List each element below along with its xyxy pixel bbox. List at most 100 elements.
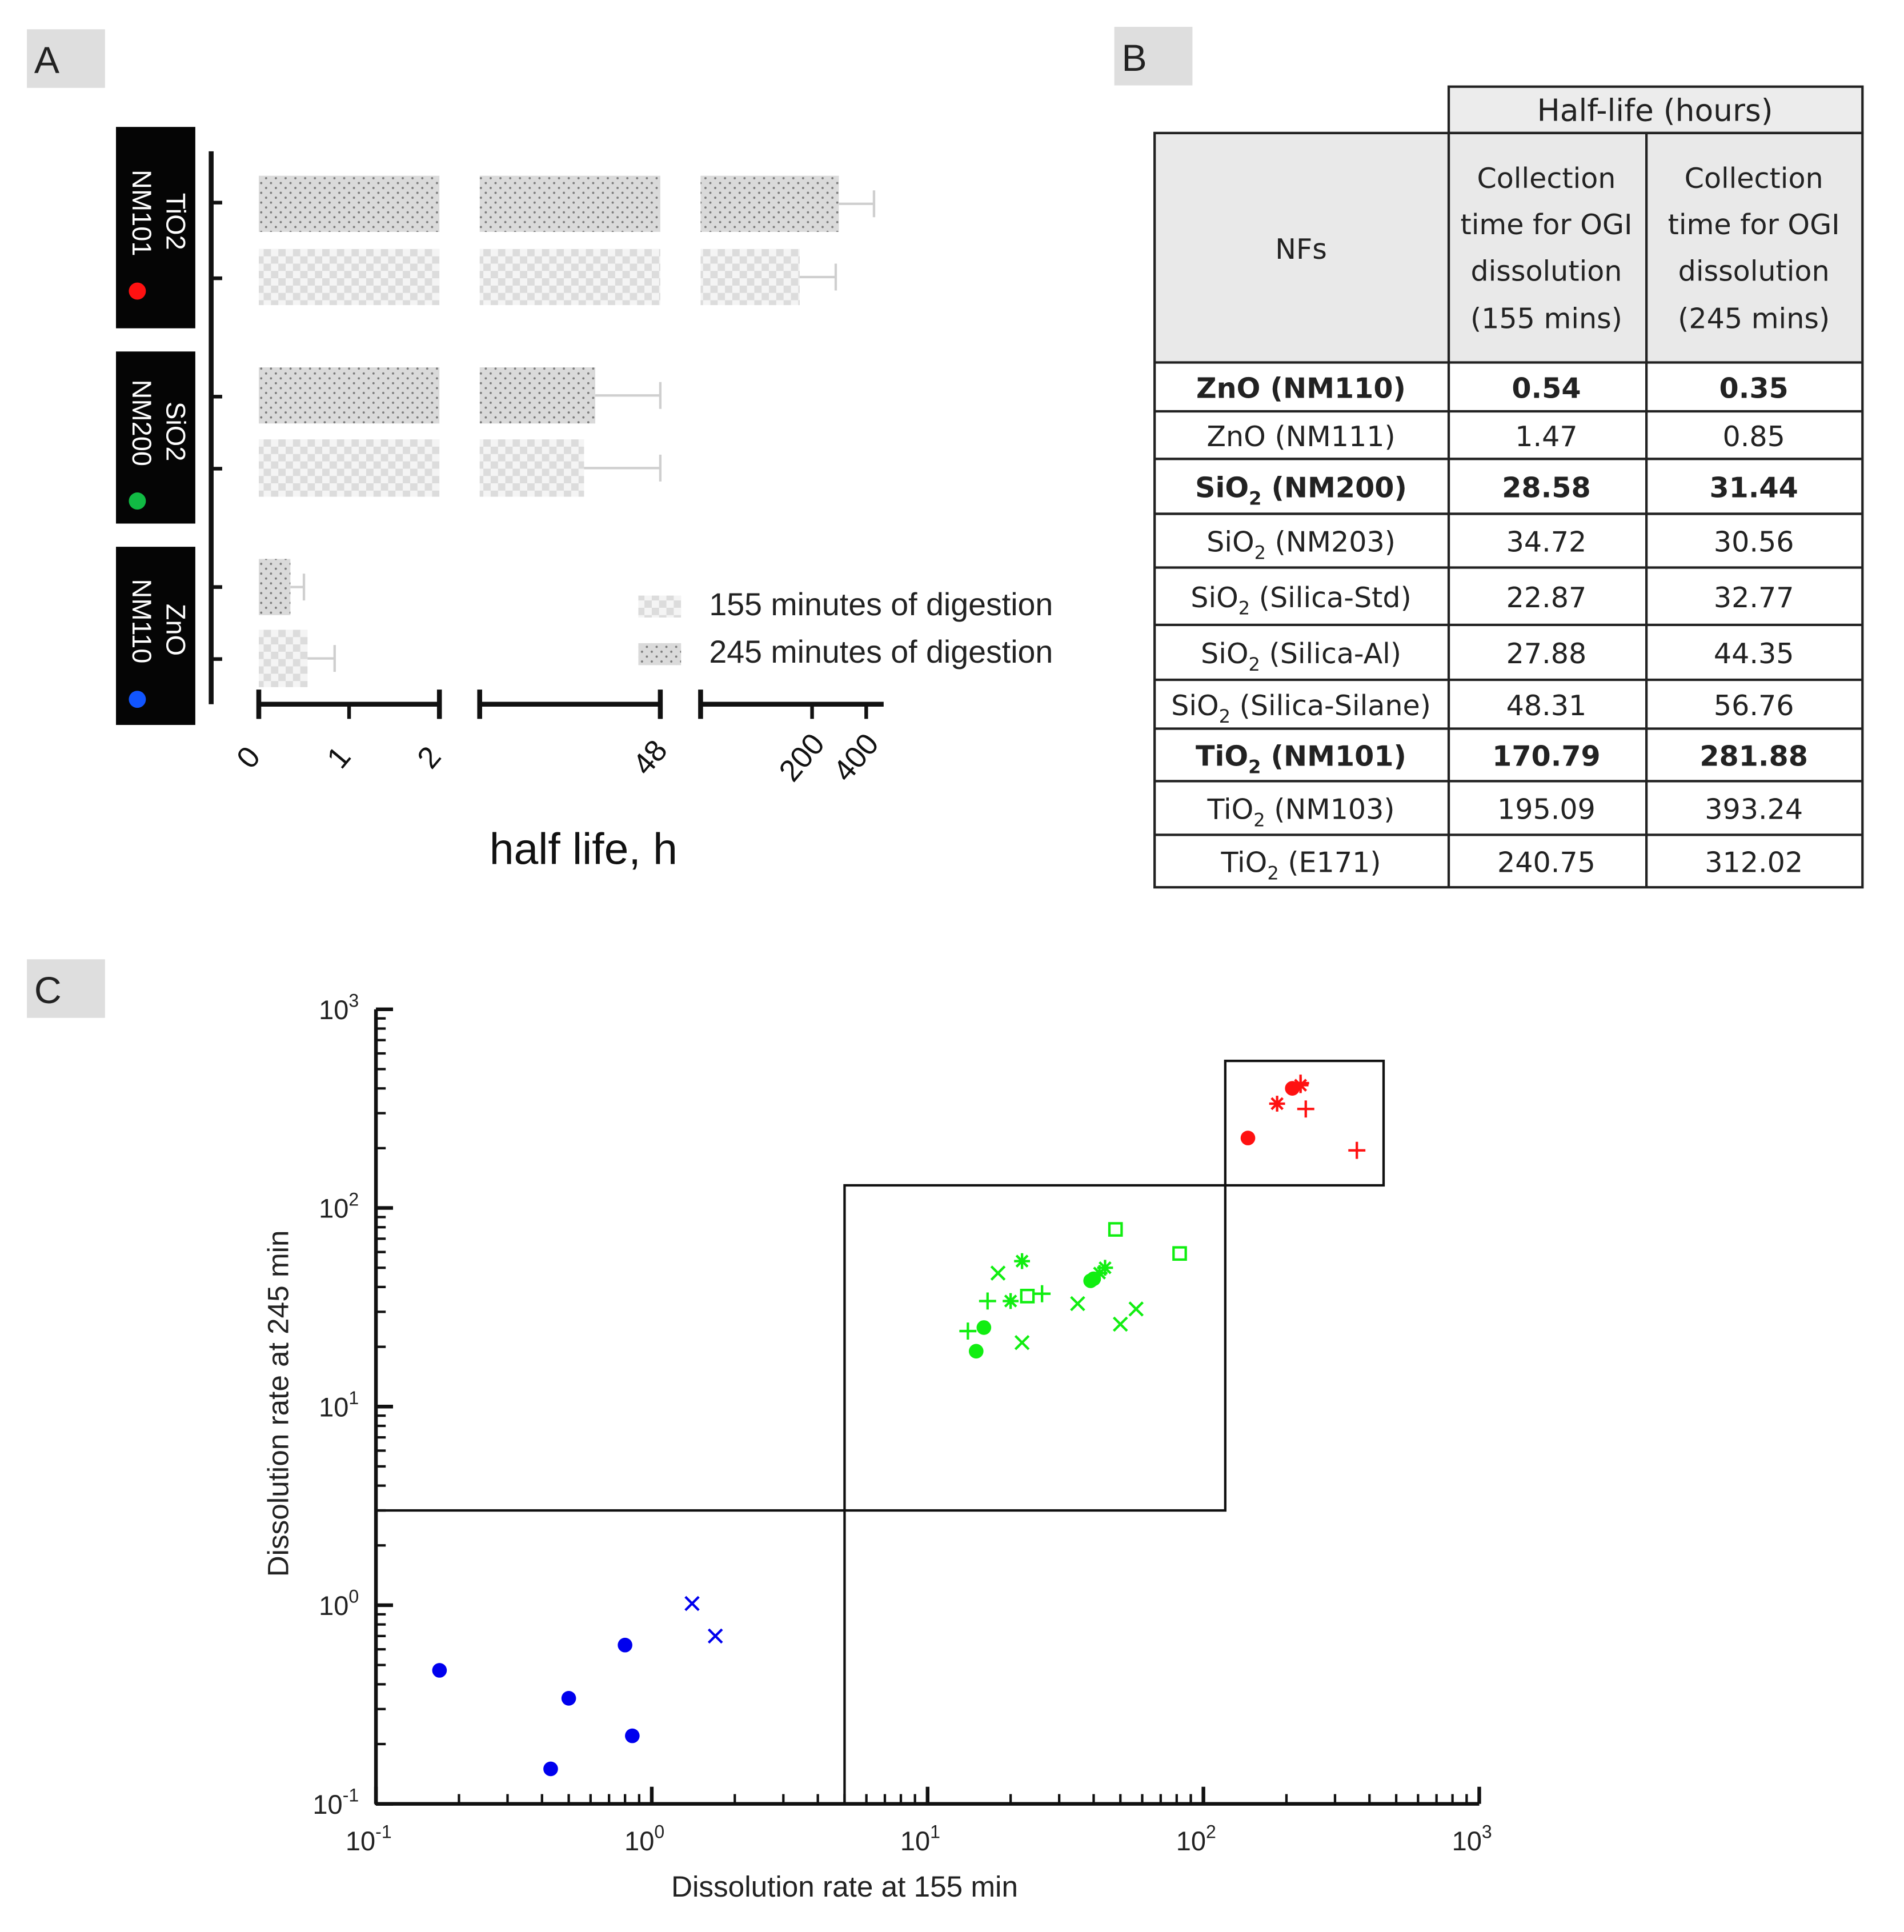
legend: 155 minutes of digestion 245 minutes of … <box>638 587 1053 670</box>
scatter-point-cross <box>707 1628 723 1644</box>
table-row: SiO2 (NM200) 28.58 31.44 <box>1195 471 1798 510</box>
table-header-col-155: Collection time for OGI dissolution (155… <box>1460 162 1632 335</box>
scatter-point-dot <box>561 1691 576 1706</box>
scatter-point-square <box>1020 1289 1035 1304</box>
x-axis-tick-label: 2 <box>411 740 447 775</box>
table-cell-155: 0.54 <box>1512 371 1581 404</box>
x-axis-tick-label: 400 <box>827 727 885 788</box>
scatter-point-plus <box>1033 1285 1051 1302</box>
table-cell-material: SiO2 (NM203) <box>1206 526 1396 564</box>
table-body: ZnO (NM110) 0.54 0.35 ZnO (NM111) 1.47 0.85 Si… <box>1171 371 1808 884</box>
tick-base: 10 <box>1176 1826 1206 1856</box>
legend-label-155: 155 minutes of digestion <box>709 587 1053 622</box>
material-subscript: 2 <box>1238 598 1250 619</box>
x-axis-tick-label: 200 <box>773 727 831 788</box>
header-155-line: Collection <box>1477 162 1616 195</box>
table-cell-155: 195.09 <box>1497 793 1596 826</box>
material-rest: (NM101) <box>1261 740 1406 773</box>
tick-exponent: -1 <box>375 1821 391 1842</box>
category-line1: ZnO <box>161 604 191 656</box>
bar-zno-245 <box>258 559 306 615</box>
tick-base: 10 <box>319 1392 348 1422</box>
bar-segment <box>700 175 839 232</box>
material-subscript: 2 <box>1267 862 1278 884</box>
table-cell-155: 28.58 <box>1502 471 1590 504</box>
table-cell-material: ZnO (NM111) <box>1206 420 1395 453</box>
scatter-point-square <box>1172 1246 1187 1261</box>
category-color-dot <box>129 492 146 510</box>
tick-exponent: 2 <box>1206 1821 1216 1842</box>
material-base: SiO <box>1201 637 1249 670</box>
tick-base: 10 <box>319 1193 348 1224</box>
header-155-line: time for OGI <box>1460 208 1632 241</box>
scatter-point-dot <box>1240 1131 1256 1145</box>
scatter-x-label: Dissolution rate at 155 min <box>671 1870 1018 1903</box>
scatter-point-cross <box>1014 1334 1030 1350</box>
scatter-point-cross <box>990 1265 1006 1281</box>
bar-segment <box>479 367 596 424</box>
bar-tio2-155 <box>258 248 837 306</box>
table-cell-material: TiO2 (NM101) <box>1196 740 1406 778</box>
material-base: SiO <box>1171 689 1219 722</box>
table-border <box>1153 131 1864 889</box>
bar-segment <box>479 439 584 497</box>
bar-segment <box>258 559 291 615</box>
table-header-row <box>1155 133 1863 363</box>
category-line2: NM110 <box>127 579 157 663</box>
table-row: TiO2 (NM101) 170.79 281.88 <box>1196 740 1808 778</box>
panel-b-label: B <box>1121 37 1147 79</box>
material-subscript: 2 <box>1249 654 1260 675</box>
material-rest: (NM111) <box>1266 420 1396 453</box>
table-cell-245: 31.44 <box>1709 471 1798 504</box>
material-base: ZnO <box>1196 371 1260 404</box>
panel-b: B Half-life (hours) NFs Collection time … <box>1114 27 1864 889</box>
table-cell-245: 0.35 <box>1719 371 1789 404</box>
bar-segment <box>258 175 440 232</box>
scatter-y-tick-label: 100 <box>319 1586 359 1621</box>
scatter-region-2 <box>843 1184 1226 1512</box>
table-cell-material: SiO2 (Silica-Al) <box>1201 637 1401 675</box>
bar-segment <box>258 248 440 306</box>
bar-tio2-245 <box>258 175 876 232</box>
scatter-point-cross <box>684 1596 700 1612</box>
table-cell-245: 312.02 <box>1705 845 1803 879</box>
table-row: SiO2 (Silica-Silane) 48.31 56.76 <box>1171 689 1794 727</box>
tick-base: 10 <box>346 1826 375 1856</box>
scatter-point-star <box>1292 1077 1309 1093</box>
scatter-x-tick-label: 101 <box>900 1821 940 1855</box>
table-cell-material: SiO2 (Silica-Silane) <box>1171 689 1431 727</box>
material-rest: (Silica-Silane) <box>1230 689 1431 722</box>
legend-swatch-155 <box>638 595 682 618</box>
table-cell-material: ZnO (NM110) <box>1196 371 1406 404</box>
scatter-point-dot <box>968 1344 984 1359</box>
panel-a-label: A <box>34 39 60 82</box>
tick-exponent: 3 <box>348 991 359 1011</box>
tick-exponent: 1 <box>930 1821 940 1842</box>
material-rest: (E171) <box>1279 845 1381 879</box>
table-cell-155: 48.31 <box>1506 689 1587 722</box>
scatter-series-green-square <box>1020 1222 1187 1304</box>
scatter-series-blue-cross <box>684 1596 723 1644</box>
scatter-series-red-star <box>1269 1077 1309 1112</box>
scatter-y-tick-label: 10-1 <box>312 1785 359 1819</box>
category-box <box>116 127 195 328</box>
header-245-line: time for OGI <box>1668 208 1840 241</box>
material-base: SiO <box>1190 581 1238 614</box>
tick-exponent: 1 <box>348 1388 359 1408</box>
table-cell-245: 44.35 <box>1714 637 1794 670</box>
table-header-col-245: Collection time for OGI dissolution (245… <box>1668 162 1840 335</box>
table-grid <box>1153 131 1864 889</box>
table-row: TiO2 (E171) 240.75 312.02 <box>1221 845 1803 884</box>
scatter-point-dot <box>625 1728 640 1743</box>
material-base: TiO <box>1196 740 1248 773</box>
bar-segment <box>258 630 308 687</box>
